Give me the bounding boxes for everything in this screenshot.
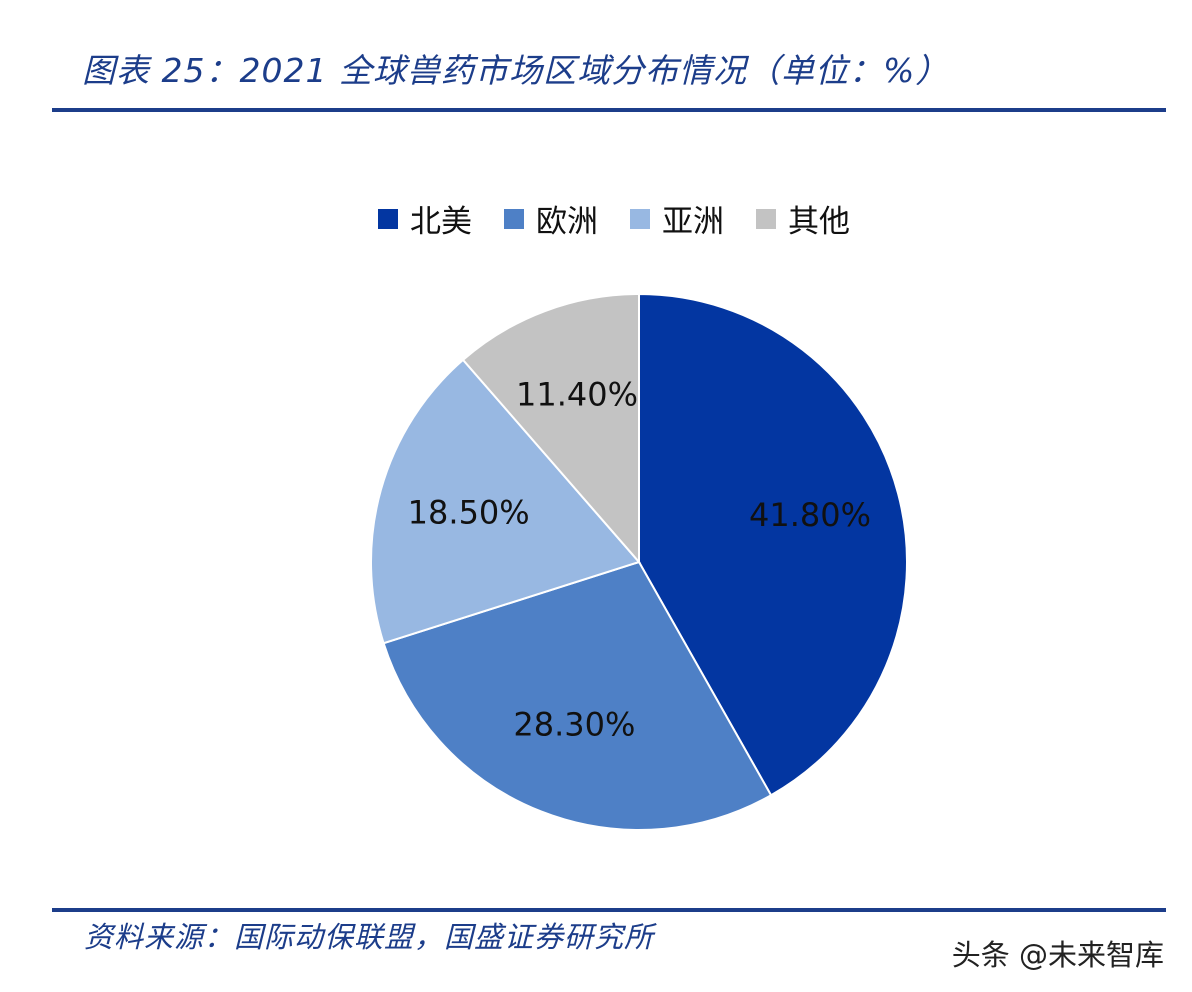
chart-legend: 北美 欧洲 亚洲 其他	[378, 196, 850, 241]
legend-label: 其他	[788, 204, 850, 240]
watermark: 头条 @未来智库	[951, 938, 1164, 972]
legend-swatch	[504, 208, 524, 229]
data-label: 28.30%	[513, 706, 635, 744]
legend-item-north-america: 北美	[378, 196, 472, 241]
data-label: 18.50%	[408, 493, 530, 531]
legend-label: 欧洲	[536, 204, 598, 240]
footer-divider	[52, 908, 1166, 912]
pie-slice-asia	[370, 358, 641, 645]
data-label: 11.40%	[516, 375, 638, 413]
data-label: 41.80%	[749, 496, 871, 534]
legend-label: 北美	[410, 204, 472, 240]
pie-slice-other	[461, 292, 640, 565]
legend-label: 亚洲	[662, 204, 724, 240]
legend-swatch	[630, 208, 650, 229]
legend-swatch	[378, 208, 398, 229]
legend-swatch	[756, 208, 776, 229]
legend-item-europe: 欧洲	[504, 196, 598, 241]
pie-slice-europe	[382, 560, 773, 831]
legend-item-asia: 亚洲	[630, 196, 724, 241]
title-divider	[52, 108, 1166, 112]
chart-title: 图表 25：2021 全球兽药市场区域分布情况（单位：%）	[82, 51, 950, 90]
legend-item-other: 其他	[756, 196, 850, 241]
source-note: 资料来源：国际动保联盟，国盛证券研究所	[84, 920, 655, 954]
pie-slice-north-america	[638, 292, 908, 797]
